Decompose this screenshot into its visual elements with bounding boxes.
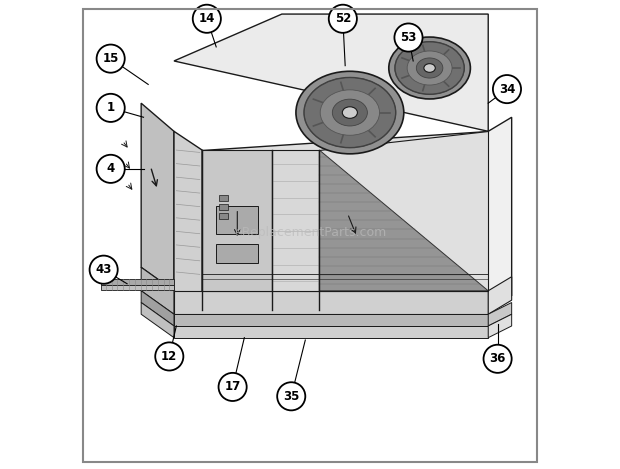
Polygon shape [174,131,202,310]
Circle shape [89,256,118,284]
Circle shape [484,345,512,373]
Circle shape [493,75,521,103]
Ellipse shape [320,90,379,135]
Text: 53: 53 [401,31,417,44]
Polygon shape [488,303,511,326]
Circle shape [155,342,184,371]
Text: 36: 36 [489,352,506,365]
Polygon shape [202,131,488,310]
Polygon shape [218,213,228,219]
Polygon shape [319,131,488,291]
Ellipse shape [417,58,443,78]
Ellipse shape [407,51,452,85]
Circle shape [394,23,423,52]
Text: 43: 43 [95,263,112,276]
Ellipse shape [332,99,368,126]
Polygon shape [218,195,228,201]
Polygon shape [319,150,488,291]
Ellipse shape [342,107,357,118]
Ellipse shape [395,42,464,94]
Polygon shape [174,291,488,314]
Polygon shape [218,204,228,210]
Circle shape [329,5,357,33]
Ellipse shape [389,37,471,99]
Polygon shape [202,150,272,291]
Text: 52: 52 [335,12,351,25]
Polygon shape [141,267,174,314]
Ellipse shape [296,71,404,154]
Polygon shape [272,150,319,291]
Text: 4: 4 [107,162,115,175]
Polygon shape [488,277,511,314]
Text: 35: 35 [283,390,299,403]
Polygon shape [174,14,488,131]
Text: 17: 17 [224,380,241,393]
Text: 15: 15 [102,52,119,65]
Polygon shape [141,103,174,291]
Text: 1: 1 [107,101,115,114]
Polygon shape [174,314,488,326]
Text: 14: 14 [198,12,215,25]
Polygon shape [141,291,174,326]
Text: eReplacementParts.com: eReplacementParts.com [234,226,386,239]
Polygon shape [216,206,259,234]
Circle shape [193,5,221,33]
Polygon shape [216,244,259,263]
Polygon shape [488,314,511,338]
Polygon shape [101,285,174,290]
Text: 12: 12 [161,350,177,363]
Polygon shape [488,117,511,310]
Circle shape [97,155,125,183]
Text: 34: 34 [499,83,515,96]
Ellipse shape [424,64,435,72]
Circle shape [97,45,125,73]
Polygon shape [101,279,174,285]
Circle shape [97,94,125,122]
Polygon shape [141,303,174,338]
Circle shape [218,373,247,401]
Circle shape [277,382,305,410]
Polygon shape [174,326,488,338]
Ellipse shape [304,77,396,148]
